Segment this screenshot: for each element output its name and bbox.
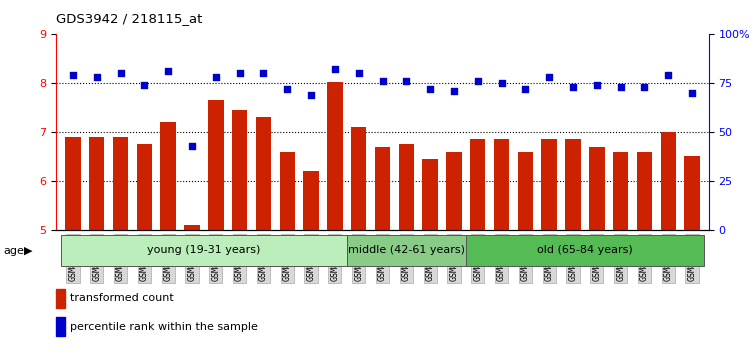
Bar [351, 127, 367, 230]
Text: percentile rank within the sample: percentile rank within the sample [70, 322, 258, 332]
Point [162, 68, 174, 74]
Bar [542, 139, 557, 230]
Text: old (65-84 years): old (65-84 years) [537, 245, 633, 256]
Point [328, 66, 340, 72]
FancyBboxPatch shape [61, 235, 346, 266]
Point [115, 70, 127, 76]
Text: age: age [4, 246, 25, 256]
Point [305, 92, 317, 97]
Text: middle (42-61 years): middle (42-61 years) [348, 245, 465, 256]
Point [400, 78, 412, 84]
Bar [398, 144, 414, 230]
Point [138, 82, 150, 87]
Bar [422, 159, 438, 230]
Bar [303, 171, 319, 230]
Text: young (19-31 years): young (19-31 years) [147, 245, 260, 256]
Bar [613, 152, 628, 230]
Bar [494, 139, 509, 230]
Point [662, 72, 674, 78]
Text: transformed count: transformed count [70, 293, 173, 303]
Point [567, 84, 579, 90]
Text: ▶: ▶ [24, 246, 32, 256]
Bar [589, 147, 604, 230]
Point [67, 72, 79, 78]
Bar [280, 152, 295, 230]
Bar [518, 152, 533, 230]
FancyBboxPatch shape [466, 235, 704, 266]
Point [496, 80, 508, 86]
Point [257, 70, 269, 76]
Bar [327, 82, 343, 230]
Point [233, 70, 245, 76]
Point [638, 84, 650, 90]
Bar [256, 117, 272, 230]
Point [686, 90, 698, 95]
Bar [232, 110, 248, 230]
Bar [470, 139, 485, 230]
Bar [160, 122, 176, 230]
Bar [136, 144, 152, 230]
FancyBboxPatch shape [346, 235, 466, 266]
Point [281, 86, 293, 91]
Point [352, 70, 364, 76]
Point [591, 82, 603, 87]
Bar [446, 152, 462, 230]
Bar [684, 156, 700, 230]
Point [615, 84, 627, 90]
Bar [661, 132, 676, 230]
Bar [89, 137, 104, 230]
Bar [566, 139, 580, 230]
Point [376, 78, 388, 84]
Bar [112, 137, 128, 230]
Bar [184, 225, 200, 230]
Point [543, 74, 555, 80]
Bar [375, 147, 390, 230]
Point [186, 143, 198, 148]
Point [520, 86, 532, 91]
Text: GDS3942 / 218115_at: GDS3942 / 218115_at [56, 12, 202, 25]
Bar [637, 152, 652, 230]
Bar [208, 100, 224, 230]
Point [424, 86, 436, 91]
Point [472, 78, 484, 84]
Bar [65, 137, 81, 230]
Point [91, 74, 103, 80]
Point [210, 74, 222, 80]
Point [448, 88, 460, 93]
